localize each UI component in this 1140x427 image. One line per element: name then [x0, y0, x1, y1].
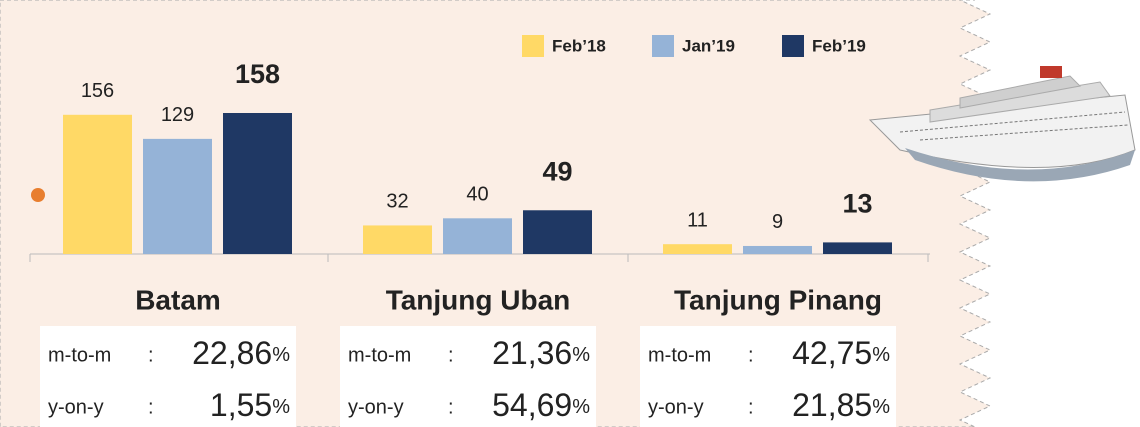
stat-number: 42,75 — [792, 335, 872, 371]
value-label: 32 — [386, 191, 408, 213]
stat-separator: : — [148, 344, 154, 366]
legend-label: Feb’19 — [812, 36, 866, 55]
value-label: 156 — [81, 80, 114, 102]
stat-value: 54,69% — [492, 387, 590, 423]
bar — [823, 242, 892, 254]
bar — [523, 210, 592, 254]
stat-number: 21,85 — [792, 387, 872, 423]
stat-unit: % — [572, 344, 590, 366]
stat-value: 42,75% — [792, 335, 890, 371]
stat-label: y-on-y — [648, 396, 704, 418]
stat-separator: : — [148, 396, 154, 418]
value-label: 9 — [772, 211, 783, 233]
bar — [143, 138, 212, 254]
stat-separator: : — [748, 396, 754, 418]
stat-separator: : — [448, 396, 454, 418]
category-label: Tanjung Pinang — [674, 284, 882, 315]
value-label: 49 — [542, 156, 572, 186]
stats-box — [340, 326, 596, 427]
bar — [223, 113, 292, 254]
stat-unit: % — [272, 396, 290, 418]
stat-number: 1,55 — [210, 387, 272, 423]
stat-label: m-to-m — [648, 344, 711, 366]
bar — [443, 218, 512, 254]
stat-separator: : — [448, 344, 454, 366]
marker-dot — [31, 188, 45, 202]
value-label: 158 — [235, 59, 280, 89]
value-label: 129 — [161, 104, 194, 126]
legend-swatch — [522, 35, 544, 57]
stats-box — [640, 326, 896, 427]
legend-label: Feb’18 — [552, 36, 606, 55]
stat-unit: % — [272, 344, 290, 366]
stat-value: 22,86% — [192, 335, 290, 371]
stat-label: y-on-y — [48, 396, 104, 418]
stat-label: m-to-m — [48, 344, 111, 366]
stat-unit: % — [872, 396, 890, 418]
legend-swatch — [652, 35, 674, 57]
stat-value: 1,55% — [210, 387, 290, 423]
value-label: 40 — [466, 184, 488, 206]
legend-swatch — [782, 35, 804, 57]
stat-number: 22,86 — [192, 335, 272, 371]
stat-unit: % — [872, 344, 890, 366]
stat-value: 21,85% — [792, 387, 890, 423]
bar — [363, 225, 432, 254]
category-label: Batam — [135, 284, 221, 315]
category-label: Tanjung Uban — [386, 284, 571, 315]
legend-label: Jan’19 — [682, 36, 735, 55]
stat-label: m-to-m — [348, 344, 411, 366]
stat-label: y-on-y — [348, 396, 404, 418]
bar — [743, 245, 812, 254]
stat-number: 54,69 — [492, 387, 572, 423]
ship — [868, 66, 1136, 182]
stat-number: 21,36 — [492, 335, 572, 371]
value-label: 13 — [842, 189, 872, 219]
value-label: 11 — [687, 209, 708, 231]
background — [0, 0, 992, 427]
stat-unit: % — [572, 396, 590, 418]
stats-box — [40, 326, 296, 427]
bar — [63, 114, 132, 254]
stat-separator: : — [748, 344, 754, 366]
bar — [663, 244, 732, 254]
stat-value: 21,36% — [492, 335, 590, 371]
